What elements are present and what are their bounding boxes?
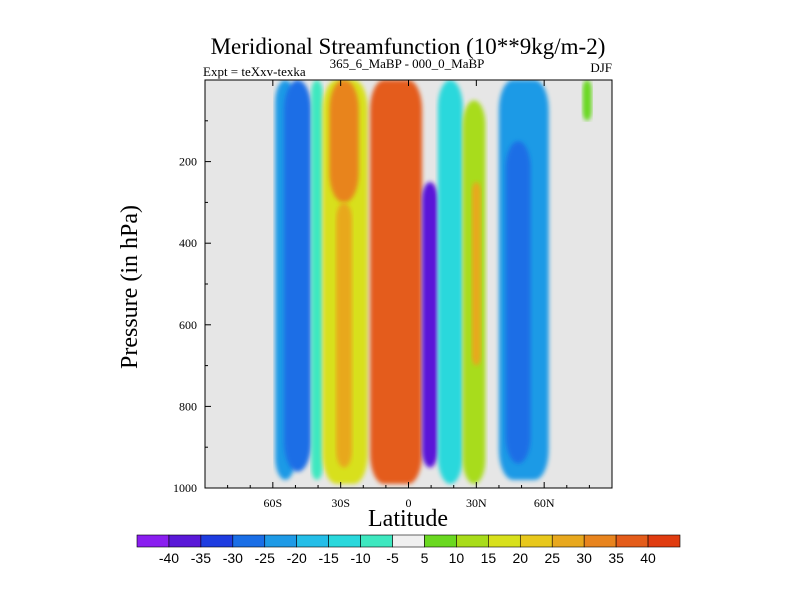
colorbar-swatch-0 [136, 534, 170, 548]
y-tick-label-2: 600 [179, 318, 197, 332]
field-band-2 [311, 80, 323, 480]
colorbar-swatch-12 [519, 534, 553, 548]
colorbar-swatch-6 [328, 534, 361, 548]
colorbar-swatch-7 [360, 534, 393, 548]
y-axis: 200 400 600 800 1000 [173, 120, 211, 495]
field-band-4 [329, 80, 359, 203]
field-band-10 [471, 182, 481, 366]
field-band-12 [505, 141, 531, 464]
colorbar-label-10: 15 [481, 550, 497, 566]
colorbar-label-14: 35 [608, 550, 624, 566]
x-tick-label-2: 0 [406, 496, 412, 510]
field-band-13 [582, 80, 592, 121]
field-band-7 [422, 182, 438, 468]
x-tick-label-3: 30N [466, 496, 487, 510]
colorbar-swatch-5 [296, 534, 329, 548]
colorbar-label-11: 20 [513, 550, 529, 566]
colorbar-label-0: -40 [159, 550, 179, 566]
colorbar-label-13: 30 [576, 550, 592, 566]
field-band-6 [370, 80, 423, 484]
colorbar-label-12: 25 [544, 550, 560, 566]
x-tick-label-0: 60S [263, 496, 282, 510]
colorbar-label-15: 40 [640, 550, 656, 566]
x-axis-label: Latitude [368, 506, 448, 532]
colorbar-swatch-14 [583, 534, 617, 548]
colorbar-swatch-16 [647, 534, 681, 548]
colorbar-label-2: -30 [223, 550, 243, 566]
colorbar-swatch-10 [456, 534, 489, 548]
colorbar-label-7: -5 [386, 550, 399, 566]
colorbar: -40 -35 -30 -25 -20 -15 -10 -5 5 10 15 20 25 30 35 40 [136, 534, 681, 566]
field-band-5 [336, 202, 352, 468]
colorbar-label-5: -15 [319, 550, 339, 566]
colorbar-label-9: 10 [449, 550, 465, 566]
colorbar-swatch-11 [488, 534, 521, 548]
y-tick-label-1: 400 [179, 236, 197, 250]
y-tick-label-3: 800 [179, 399, 197, 413]
colorbar-label-1: -35 [191, 550, 211, 566]
field-band-8 [437, 80, 463, 484]
colorbar-swatch-8 [392, 534, 425, 548]
x-tick-label-4: 60N [534, 496, 555, 510]
colorbar-swatch-3 [232, 534, 266, 548]
colorbar-swatch-1 [168, 534, 202, 548]
colorbar-swatch-4 [264, 534, 298, 548]
y-axis-label: Pressure (in hPa) [117, 205, 143, 369]
left-label: Expt = teXxv-texka [203, 64, 306, 79]
x-tick-label-1: 30S [331, 496, 350, 510]
x-axis: 60S 30S 0 30N 60N [227, 80, 590, 510]
colorbar-swatch-2 [200, 534, 234, 548]
colorbar-swatch-13 [551, 534, 585, 548]
chart-title: Meridional Streamfunction (10**9kg/m-2) [211, 34, 606, 59]
colorbar-swatch-9 [424, 534, 457, 548]
right-label: DJF [590, 60, 612, 75]
colorbar-label-3: -25 [255, 550, 275, 566]
center-label: 365_6_MaBP - 000_0_MaBP [330, 56, 485, 71]
y-tick-label-0: 200 [179, 155, 197, 169]
field-band-1 [284, 80, 312, 472]
colorbar-label-4: -20 [287, 550, 307, 566]
colorbar-label-6: -10 [350, 550, 370, 566]
colorbar-label-8: 5 [421, 550, 429, 566]
colorbar-swatch-15 [615, 534, 649, 548]
field-layer [275, 80, 592, 484]
y-tick-label-4: 1000 [173, 481, 197, 495]
